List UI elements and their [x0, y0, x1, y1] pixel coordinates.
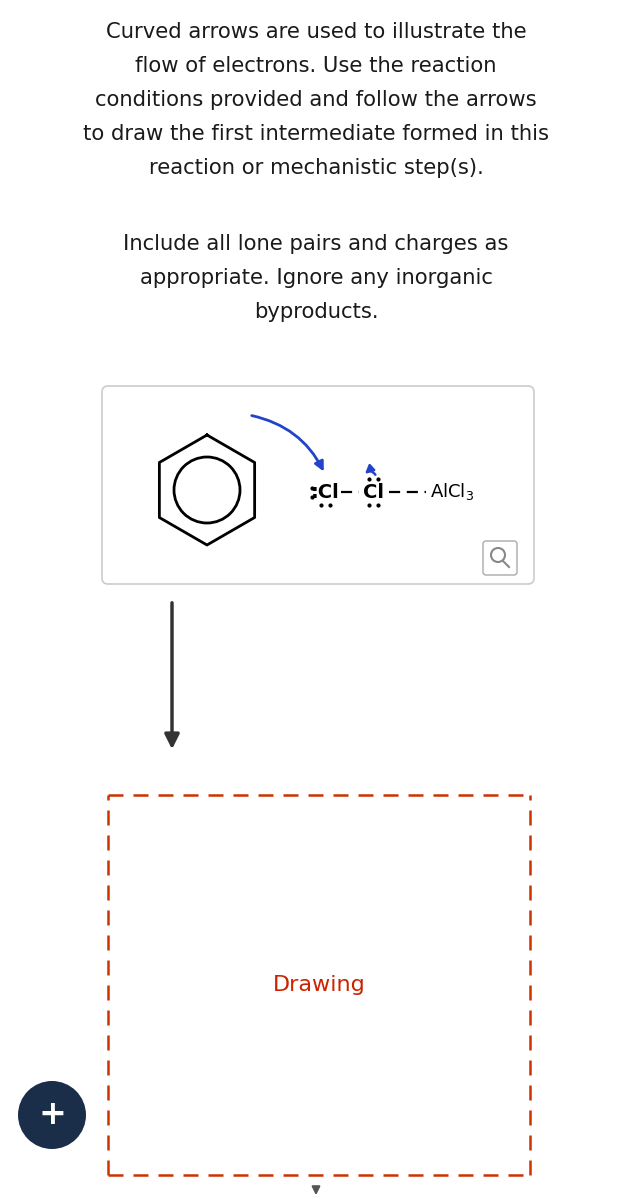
Text: :Cl: :Cl	[310, 482, 339, 502]
Text: flow of electrons. Use the reaction: flow of electrons. Use the reaction	[135, 56, 497, 76]
Text: Cl: Cl	[363, 482, 384, 502]
Text: conditions provided and follow the arrows: conditions provided and follow the arrow…	[95, 90, 537, 110]
Text: Curved arrows are used to illustrate the: Curved arrows are used to illustrate the	[106, 22, 526, 42]
FancyBboxPatch shape	[483, 541, 517, 575]
Text: Drawing: Drawing	[272, 974, 365, 995]
Text: appropriate. Ignore any inorganic: appropriate. Ignore any inorganic	[140, 268, 492, 288]
Text: Include all lone pairs and charges as: Include all lone pairs and charges as	[123, 234, 509, 254]
Text: reaction or mechanistic step(s).: reaction or mechanistic step(s).	[149, 158, 483, 178]
Text: AlCl$_3$: AlCl$_3$	[430, 481, 474, 503]
Text: to draw the first intermediate formed in this: to draw the first intermediate formed in…	[83, 124, 549, 144]
Text: +: +	[38, 1098, 66, 1132]
Text: byproducts.: byproducts.	[254, 302, 378, 322]
FancyBboxPatch shape	[102, 386, 534, 584]
Circle shape	[18, 1081, 86, 1150]
